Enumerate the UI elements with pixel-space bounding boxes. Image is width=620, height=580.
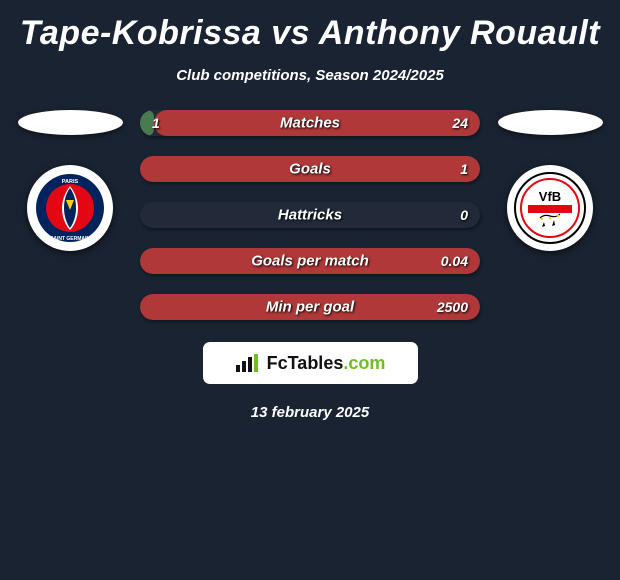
bar-fill-right [140, 248, 480, 274]
bar-fill-right [154, 110, 480, 136]
left-flag-icon [18, 110, 123, 135]
brand-badge: FcTables.com [203, 342, 418, 384]
vfb-logo-icon: VfB [512, 170, 588, 246]
left-side: PARIS SAINT GERMAIN [10, 110, 130, 251]
svg-text:SAINT GERMAIN: SAINT GERMAIN [50, 236, 90, 242]
chart-icon [235, 353, 261, 373]
footer-date: 13 february 2025 [0, 404, 620, 421]
svg-text:VfB: VfB [539, 189, 561, 204]
page-title: Tape-Kobrissa vs Anthony Rouault [0, 14, 620, 53]
subtitle: Club competitions, Season 2024/2025 [0, 67, 620, 84]
stat-bar: Goals per match0.04 [140, 248, 480, 274]
left-club-logo: PARIS SAINT GERMAIN [27, 165, 113, 251]
brand-text: FcTables.com [267, 353, 386, 374]
right-side: VfB [490, 110, 610, 251]
stat-bar: Hattricks0 [140, 202, 480, 228]
bar-fill-left [140, 110, 154, 136]
psg-logo-icon: PARIS SAINT GERMAIN [34, 172, 106, 244]
bar-value-right: 0 [460, 207, 468, 223]
stat-bar: Min per goal2500 [140, 294, 480, 320]
main-row: PARIS SAINT GERMAIN Matches124 Goals1 Hatt… [0, 110, 620, 320]
stat-bar: Matches124 [140, 110, 480, 136]
right-club-logo: VfB [507, 165, 593, 251]
stat-bar: Goals1 [140, 156, 480, 182]
bar-label: Hattricks [140, 207, 480, 224]
stats-bars: Matches124 Goals1 Hattricks0 Goals per matc… [140, 110, 480, 320]
brand-text-b: .com [343, 353, 385, 373]
brand-text-a: FcTables [267, 353, 344, 373]
right-flag-icon [498, 110, 603, 135]
svg-text:PARIS: PARIS [62, 179, 79, 185]
bar-fill-right [140, 156, 480, 182]
bar-fill-right [140, 294, 480, 320]
infographic-root: Tape-Kobrissa vs Anthony Rouault Club co… [0, 0, 620, 421]
